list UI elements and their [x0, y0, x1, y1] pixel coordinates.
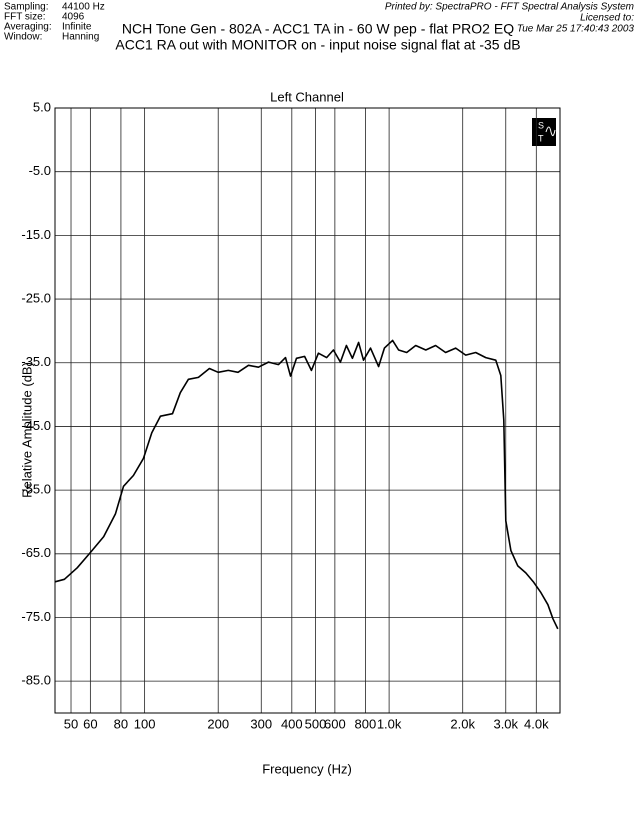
info-label: Sampling:: [4, 2, 48, 13]
y-tick-label: 5.0: [33, 99, 51, 114]
y-tick-label: -55.0: [21, 482, 51, 497]
y-tick-label: -65.0: [21, 545, 51, 560]
logo: S T: [532, 118, 556, 146]
chart-title: NCH Tone Gen - 802A - ACC1 TA in - 60 W …: [122, 21, 514, 37]
x-tick-label: 200: [207, 716, 229, 731]
x-tick-label: 600: [324, 716, 346, 731]
licensed: Licensed to:: [580, 13, 634, 24]
date: Tue Mar 25 17:40:43 2003: [517, 24, 635, 35]
info-value: Infinite: [62, 22, 92, 33]
info-label: Averaging:: [4, 22, 52, 33]
info-label: Window:: [4, 32, 42, 43]
info-value: 4096: [62, 12, 85, 23]
printed-by: Printed by: SpectraPRO - FFT Spectral An…: [385, 2, 634, 13]
svg-text:T: T: [538, 133, 544, 143]
y-tick-label: -85.0: [21, 673, 51, 688]
x-tick-label: 300: [250, 716, 272, 731]
x-tick-label: 2.0k: [450, 716, 475, 731]
y-tick-label: -35.0: [21, 354, 51, 369]
y-tick-label: -75.0: [21, 609, 51, 624]
x-tick-label: 50: [64, 716, 78, 731]
svg-text:S: S: [538, 120, 544, 130]
info-value: 44100 Hz: [62, 2, 105, 13]
plot-frame: [54, 107, 561, 714]
x-tick-label: 1.0k: [377, 716, 402, 731]
x-tick-label: 800: [355, 716, 377, 731]
x-tick-label: 60: [83, 716, 97, 731]
info-value: Hanning: [62, 32, 99, 43]
x-tick-label: 4.0k: [524, 716, 549, 731]
x-tick-label: 500: [305, 716, 327, 731]
y-tick-label: -15.0: [21, 227, 51, 242]
chart-subtitle: ACC1 RA out with MONITOR on - input nois…: [115, 37, 520, 53]
spectrum-line: [54, 339, 559, 630]
y-tick-label: -45.0: [21, 418, 51, 433]
x-axis-label: Frequency (Hz): [262, 761, 352, 776]
x-tick-label: 100: [134, 716, 156, 731]
x-tick-label: 80: [114, 716, 128, 731]
x-tick-label: 3.0k: [493, 716, 518, 731]
x-tick-label: 400: [281, 716, 303, 731]
y-tick-label: -5.0: [29, 163, 51, 178]
y-tick-label: -25.0: [21, 290, 51, 305]
y-axis-label: Relative Amplitude (dB): [19, 362, 34, 498]
plot-title: Left Channel: [270, 89, 344, 104]
info-label: FFT size:: [4, 12, 45, 23]
